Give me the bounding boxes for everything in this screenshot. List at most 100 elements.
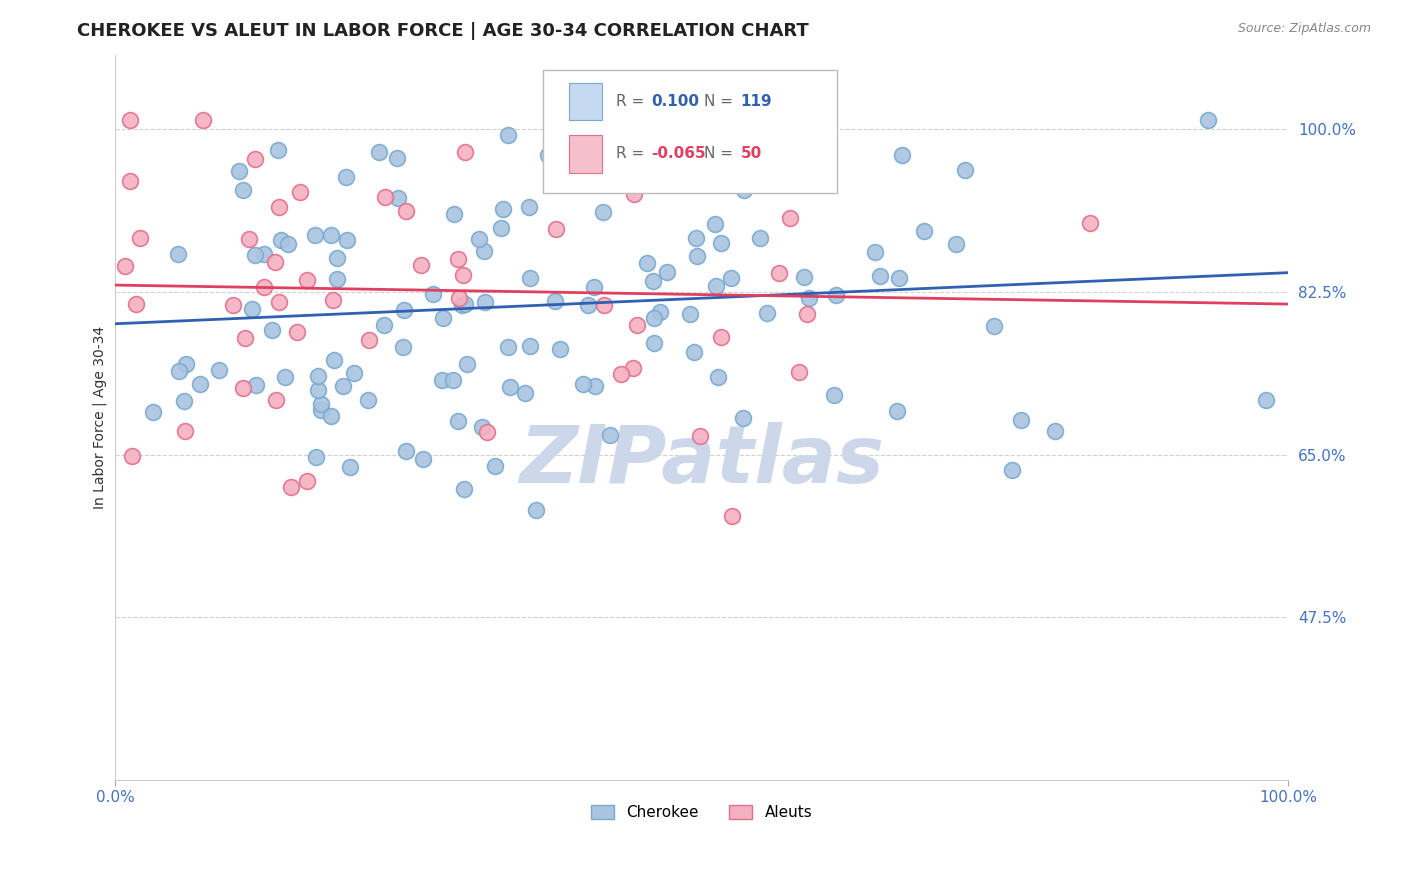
Text: N =: N = [704, 94, 738, 109]
Point [517, 200, 540, 214]
Point [326, 251, 349, 265]
Point [796, 162, 818, 177]
Point [572, 376, 595, 391]
Point [685, 231, 707, 245]
Point [235, 331, 257, 345]
Point [636, 256, 658, 270]
Point [1078, 216, 1101, 230]
Point [550, 170, 572, 185]
Point [704, 217, 727, 231]
Point [264, 392, 287, 407]
Point [799, 291, 821, 305]
Point [430, 373, 453, 387]
Point [887, 271, 910, 285]
Point [441, 373, 464, 387]
Text: R =: R = [616, 94, 650, 109]
Point [307, 369, 329, 384]
Point [307, 383, 329, 397]
Point [456, 358, 478, 372]
Point [319, 409, 342, 423]
Point [626, 113, 648, 128]
Point [222, 298, 245, 312]
Point [228, 164, 250, 178]
Point [174, 357, 197, 371]
Point [471, 420, 494, 434]
Point [686, 249, 709, 263]
Point [1001, 463, 1024, 477]
Point [412, 452, 434, 467]
Point [193, 113, 215, 128]
Point [128, 231, 150, 245]
Point [583, 379, 606, 393]
Point [756, 305, 779, 319]
Point [548, 167, 571, 181]
Point [683, 345, 706, 359]
Point [689, 429, 711, 443]
Point [1197, 113, 1219, 128]
Point [447, 252, 470, 266]
Point [610, 367, 633, 381]
Point [173, 424, 195, 438]
Point [387, 191, 409, 205]
Point [983, 319, 1005, 334]
Point [621, 360, 644, 375]
Point [1043, 425, 1066, 439]
Point [891, 148, 914, 162]
Point [555, 149, 578, 163]
Point [374, 189, 396, 203]
Point [787, 365, 810, 379]
Point [395, 444, 418, 458]
Point [793, 269, 815, 284]
Point [796, 307, 818, 321]
Point [447, 291, 470, 305]
Point [720, 271, 742, 285]
Point [332, 378, 354, 392]
Point [1254, 392, 1277, 407]
Point [498, 340, 520, 354]
Point [823, 388, 845, 402]
Point [295, 273, 318, 287]
Point [269, 295, 291, 310]
Point [422, 287, 444, 301]
Text: CHEROKEE VS ALEUT IN LABOR FORCE | AGE 30-34 CORRELATION CHART: CHEROKEE VS ALEUT IN LABOR FORCE | AGE 3… [77, 22, 808, 40]
Point [489, 221, 512, 235]
Point [679, 307, 702, 321]
Point [865, 245, 887, 260]
Point [336, 234, 359, 248]
Point [357, 333, 380, 347]
Point [582, 280, 605, 294]
Point [290, 186, 312, 200]
Point [409, 258, 432, 272]
Point [945, 237, 967, 252]
Point [623, 187, 645, 202]
Point [731, 411, 754, 425]
Point [536, 148, 558, 162]
Point [392, 303, 415, 318]
Point [519, 271, 541, 285]
Point [655, 265, 678, 279]
Point [274, 369, 297, 384]
Point [544, 294, 567, 309]
Point [955, 163, 977, 178]
Bar [569, 135, 602, 172]
Point [454, 297, 477, 311]
Point [768, 266, 790, 280]
Point [912, 224, 935, 238]
Text: ZIPatlas: ZIPatlas [519, 422, 884, 500]
Point [454, 145, 477, 160]
Point [550, 343, 572, 357]
FancyBboxPatch shape [543, 70, 837, 193]
Point [498, 128, 520, 142]
Text: R =: R = [616, 146, 650, 161]
Point [232, 381, 254, 395]
Point [395, 204, 418, 219]
Point [709, 113, 731, 128]
Point [243, 248, 266, 262]
Point [592, 205, 614, 219]
Text: 0.100: 0.100 [651, 94, 699, 109]
Point [262, 323, 284, 337]
Point [643, 336, 665, 351]
Point [641, 274, 664, 288]
Point [524, 503, 547, 517]
Point [120, 174, 142, 188]
